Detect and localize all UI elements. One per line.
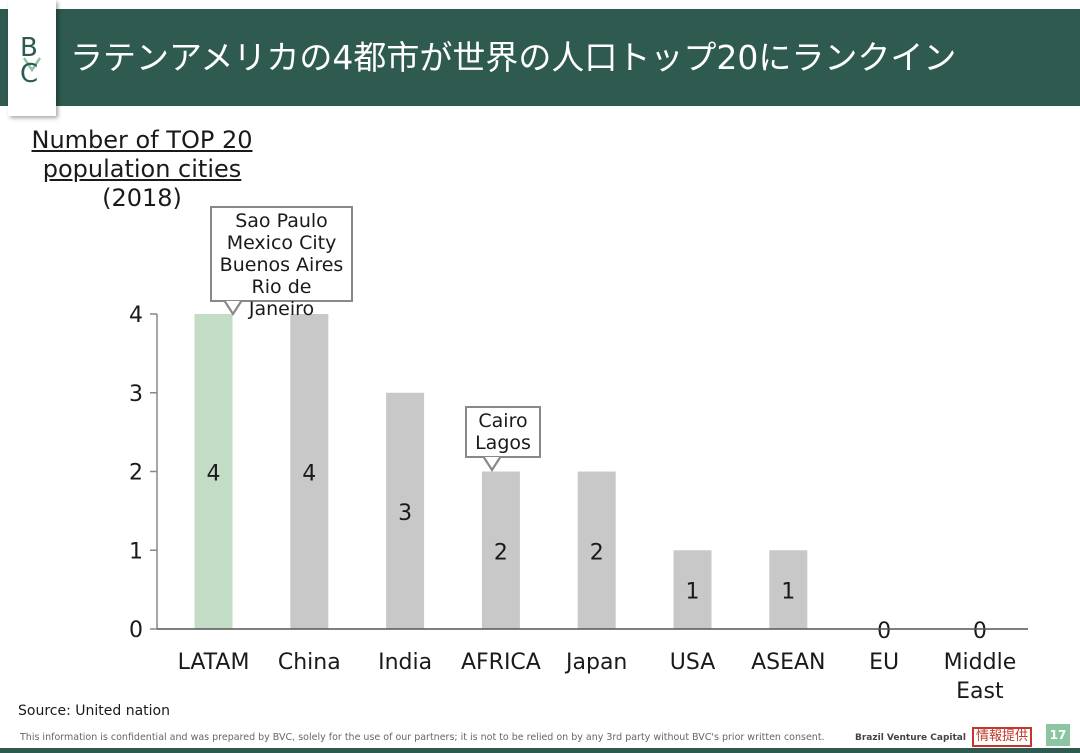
y-tick-label-1: 1 [129,539,143,564]
callout-city-lagos: Lagos [475,432,531,454]
x-tick-label-5: USA [670,650,716,675]
axis-title-line2: population cities [42,155,242,183]
page-number: 17 [1046,724,1070,746]
africa-callout: Cairo Lagos [465,406,541,472]
data-label-5: 1 [686,580,700,605]
data-label-8: 0 [973,619,987,644]
chart-axis-title: Number of TOP 20 population cities (2018… [22,126,262,213]
logo-check-icon [22,57,42,73]
data-label-3: 2 [494,540,508,565]
callout-city-1: Sao Paulo [235,210,328,232]
x-tick-label-8-0: Middle [944,650,1017,675]
bar-japan [577,471,616,629]
disclaimer-text: This information is confidential and was… [20,732,825,743]
header-bar [0,9,1080,106]
x-tick-label-8-1: East [956,679,1004,704]
x-tick-label-7: EU [869,650,899,675]
bar-latam [194,314,233,629]
data-label-6: 1 [781,580,795,605]
y-tick-label-3: 3 [129,382,143,407]
x-tick-label-3: AFRICA [461,650,541,675]
bar-india [386,392,425,629]
data-label-4: 2 [590,540,604,565]
axis-title-line1: Number of TOP 20 [31,126,253,154]
data-label-2: 3 [398,501,412,526]
bar-china [290,314,329,629]
data-label-1: 4 [302,462,316,487]
bar-africa [481,471,520,629]
callout-city-3: Buenos Aires [219,254,344,276]
logo-letter-b: B [20,33,38,63]
x-tick-label-6: ASEAN [751,650,825,675]
axis-title-line3: (2018) [102,184,182,212]
callout-city-2: Mexico City [226,232,337,254]
y-tick-label-4: 4 [129,303,143,328]
footer-rule [0,748,1080,753]
brand-name: Brazil Venture Capital [855,733,966,743]
latam-callout: Sao Paulo Mexico City Buenos Aires Rio d… [210,206,353,320]
x-tick-label-1: China [278,650,341,675]
callout-city-cairo: Cairo [478,410,528,432]
x-tick-label-0: LATAM [178,650,250,675]
bar-asean [769,550,808,629]
bvc-logo: B C [8,0,56,116]
y-tick-label-0: 0 [129,618,143,643]
page-title: ラテンアメリカの4都市が世界の人口トップ20にランクイン [70,38,957,77]
data-label-7: 0 [877,619,891,644]
data-label-0: 4 [207,462,221,487]
y-tick-label-2: 2 [129,461,143,486]
x-tick-label-4: Japan [564,650,627,675]
source-note: Source: United nation [18,703,170,719]
bar-usa [673,550,712,629]
logo-letter-c: C [20,59,38,89]
x-tick-label-2: India [378,650,432,675]
info-stamp: 情報提供 [972,727,1033,747]
callout-city-4: Rio de Janeiro [248,276,315,320]
